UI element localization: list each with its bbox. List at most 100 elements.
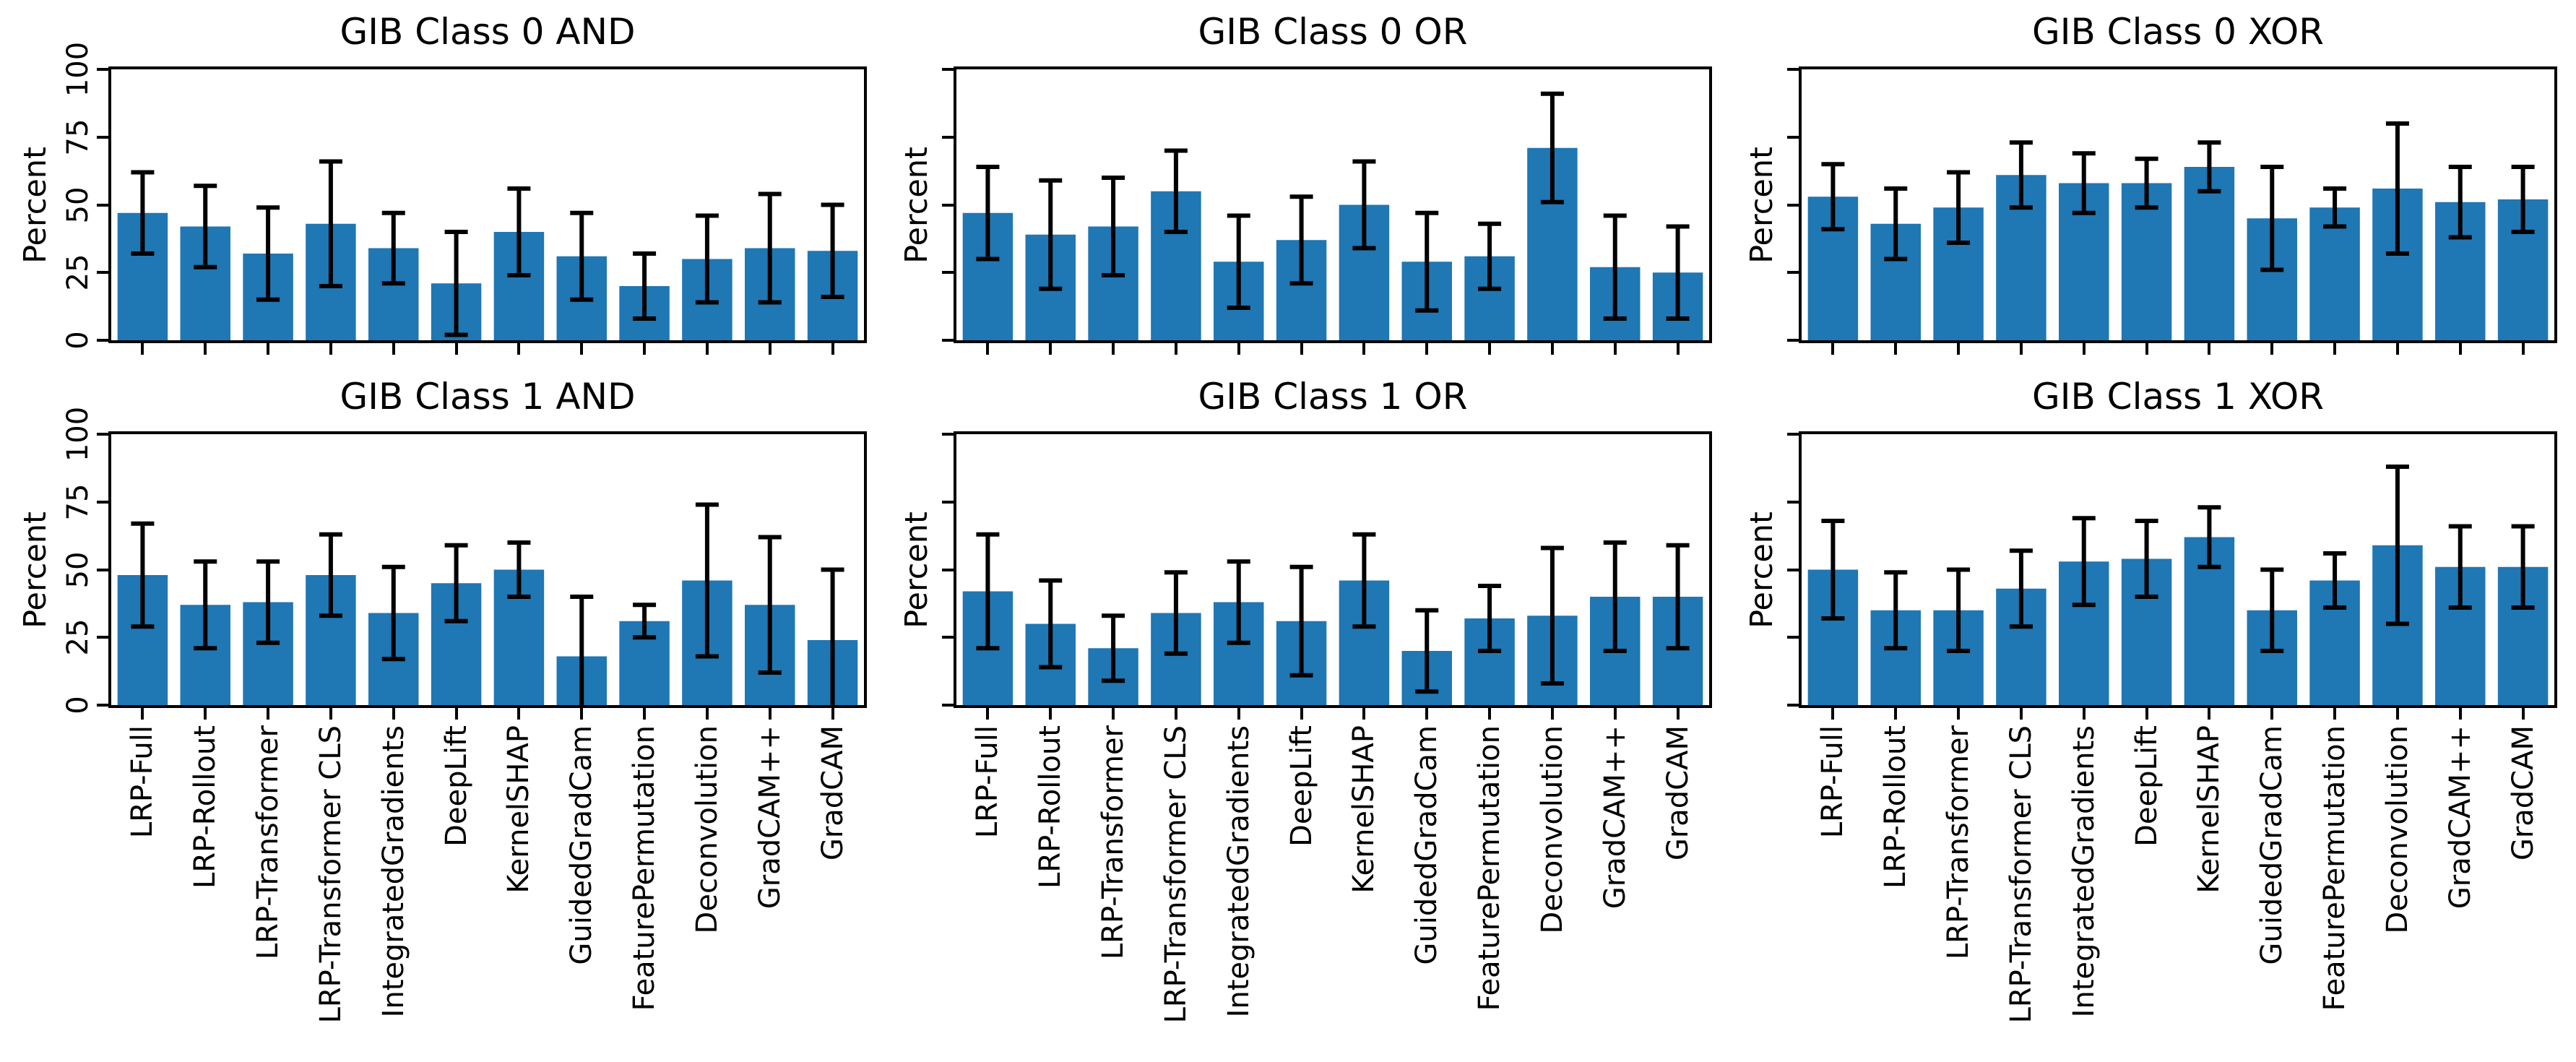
x-tick-mark bbox=[1049, 708, 1053, 720]
x-tick-mark bbox=[1112, 343, 1115, 355]
y-tick-mark bbox=[97, 271, 108, 275]
x-tick-mark bbox=[1049, 343, 1053, 355]
x-tick-mark bbox=[986, 708, 990, 720]
y-tick-mark bbox=[97, 135, 108, 139]
y-tick-mark bbox=[97, 568, 108, 571]
x-tick-mark bbox=[1831, 343, 1835, 355]
x-tick-label: Deconvolution bbox=[2380, 725, 2414, 934]
x-tick-mark bbox=[392, 343, 395, 355]
x-tick-mark bbox=[1112, 708, 1115, 720]
x-tick-mark bbox=[204, 708, 207, 720]
x-tick-mark bbox=[1831, 708, 1835, 720]
y-tick-mark bbox=[97, 339, 108, 342]
y-tick-mark bbox=[97, 68, 108, 71]
plot-area bbox=[954, 66, 1712, 343]
panel-title: GIB Class 0 AND bbox=[340, 11, 636, 53]
x-tick-mark bbox=[2521, 708, 2525, 720]
y-tick-mark bbox=[97, 433, 108, 436]
y-tick-mark bbox=[942, 68, 954, 71]
x-tick-mark bbox=[267, 343, 270, 355]
x-tick-mark bbox=[1300, 708, 1303, 720]
panel-title: GIB Class 1 OR bbox=[1198, 376, 1468, 418]
panel-title: GIB Class 0 XOR bbox=[2032, 11, 2324, 53]
bars-canvas bbox=[962, 91, 1703, 340]
x-tick-mark bbox=[2333, 343, 2337, 355]
y-tick-mark bbox=[1787, 68, 1799, 71]
x-tick-mark bbox=[141, 708, 144, 720]
y-tick-mark bbox=[97, 636, 108, 639]
y-tick-mark bbox=[97, 203, 108, 207]
bars-canvas bbox=[117, 502, 858, 705]
x-tick-label: GuidedGradCam bbox=[2255, 725, 2289, 965]
x-tick-mark bbox=[1894, 343, 1898, 355]
y-tick-mark bbox=[942, 271, 954, 275]
x-tick-mark bbox=[454, 708, 458, 720]
x-tick-mark bbox=[705, 708, 709, 720]
x-tick-mark bbox=[1362, 343, 1366, 355]
bars-canvas bbox=[1807, 465, 2549, 705]
x-tick-mark bbox=[2458, 343, 2462, 355]
x-tick-label: LRP-Transformer bbox=[1942, 725, 1976, 960]
x-tick-mark bbox=[2270, 343, 2274, 355]
x-tick-mark bbox=[2395, 343, 2399, 355]
x-tick-mark bbox=[2019, 708, 2023, 720]
x-tick-label: GradCAM++ bbox=[2443, 725, 2477, 910]
y-tick-mark bbox=[1787, 203, 1799, 207]
x-tick-mark bbox=[643, 343, 647, 355]
x-tick-mark bbox=[1550, 343, 1554, 355]
bars-canvas bbox=[1807, 121, 2549, 340]
x-tick-label: FeaturePermutation bbox=[2318, 725, 2352, 1011]
x-tick-mark bbox=[831, 343, 834, 355]
x-tick-mark bbox=[2208, 343, 2211, 355]
x-tick-mark bbox=[1488, 343, 1492, 355]
x-tick-mark bbox=[643, 708, 647, 720]
x-tick-mark bbox=[392, 708, 395, 720]
y-tick-mark bbox=[97, 500, 108, 504]
y-tick-mark bbox=[1787, 636, 1799, 639]
y-tick-mark bbox=[1787, 704, 1799, 707]
y-tick-mark bbox=[1787, 433, 1799, 436]
y-tick-mark bbox=[1787, 135, 1799, 139]
bars-canvas bbox=[117, 159, 858, 340]
x-tick-mark bbox=[1237, 708, 1240, 720]
x-tick-label: LRP-Full bbox=[1816, 725, 1850, 839]
x-tick-mark bbox=[329, 708, 332, 720]
x-tick-mark bbox=[986, 343, 990, 355]
x-tick-label: IntegratedGradients bbox=[2067, 725, 2101, 1018]
x-tick-mark bbox=[2082, 708, 2086, 720]
x-tick-mark bbox=[1425, 708, 1429, 720]
x-tick-mark bbox=[2145, 708, 2148, 720]
x-tick-mark bbox=[1957, 708, 1961, 720]
bar bbox=[2309, 207, 2360, 340]
x-tick-label: DeepLift bbox=[2130, 725, 2164, 847]
x-tick-mark bbox=[580, 708, 584, 720]
y-tick-mark bbox=[942, 433, 954, 436]
x-tick-mark bbox=[1237, 343, 1240, 355]
x-tick-mark bbox=[831, 708, 834, 720]
y-tick-mark bbox=[1787, 339, 1799, 342]
panel-title: GIB Class 1 AND bbox=[340, 376, 636, 418]
x-tick-mark bbox=[2019, 343, 2023, 355]
y-tick-mark bbox=[1787, 568, 1799, 571]
x-tick-mark bbox=[1894, 708, 1898, 720]
x-tick-mark bbox=[2395, 708, 2399, 720]
y-tick-mark bbox=[942, 636, 954, 639]
y-tick-mark bbox=[942, 500, 954, 504]
x-tick-mark bbox=[267, 708, 270, 720]
x-tick-mark bbox=[1613, 343, 1617, 355]
x-tick-mark bbox=[204, 343, 207, 355]
plot-area bbox=[954, 431, 1712, 708]
y-tick-mark bbox=[1787, 500, 1799, 504]
x-tick-mark bbox=[2521, 343, 2525, 355]
x-tick-mark bbox=[1300, 343, 1303, 355]
plot-area bbox=[108, 431, 867, 708]
x-tick-mark bbox=[329, 343, 332, 355]
bar bbox=[2184, 167, 2235, 340]
y-tick-mark bbox=[942, 203, 954, 207]
